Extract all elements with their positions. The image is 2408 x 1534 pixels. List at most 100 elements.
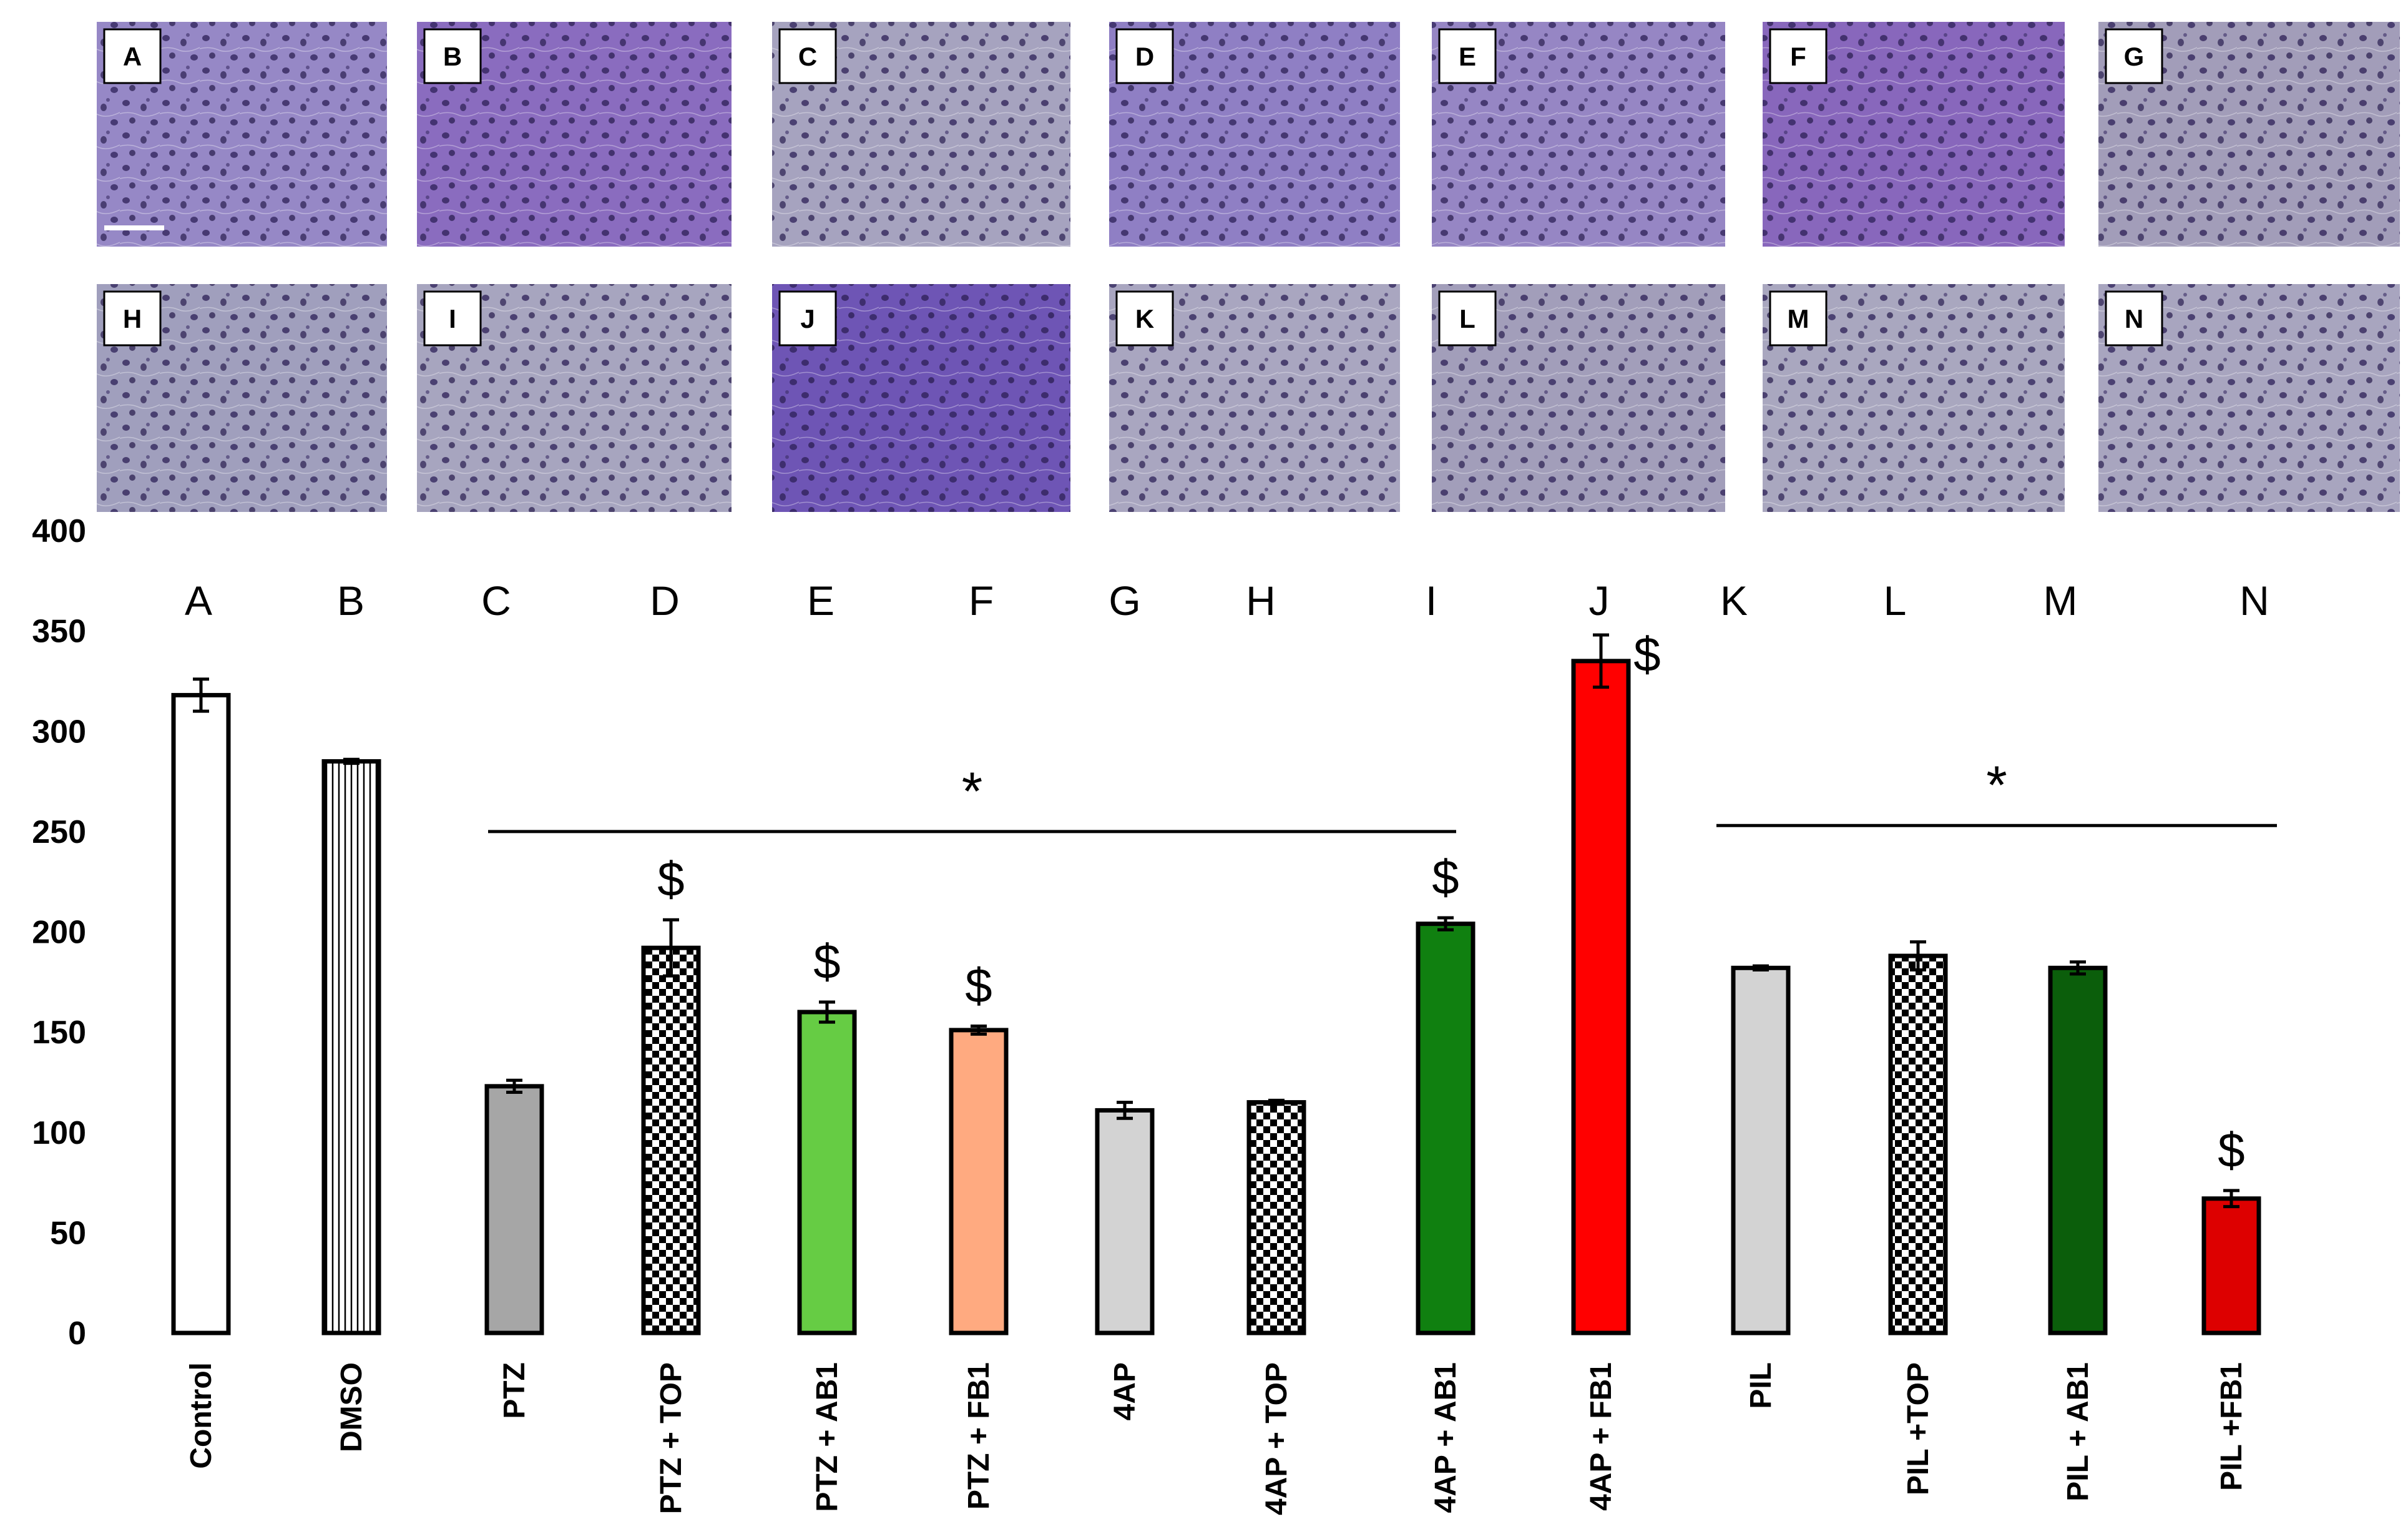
bar-panel-letter: D xyxy=(650,578,680,624)
bar-panel-letter: K xyxy=(1720,578,1748,624)
dollar-mark: $ xyxy=(813,934,840,989)
y-tick-label: 350 xyxy=(32,614,86,650)
category-labels: Control DMSO PTZ PTZ + TOP PTZ + AB1 PTZ + FB… xyxy=(185,1362,2248,1515)
panel-label-text: I xyxy=(449,304,456,333)
bar-panel-letter: J xyxy=(1589,578,1610,624)
significance-star: * xyxy=(1986,755,2007,815)
panel-label-text: L xyxy=(1459,304,1476,333)
dollar-mark: $ xyxy=(1633,627,1660,682)
panel-label-box xyxy=(2105,290,2163,347)
panel-label-box xyxy=(103,28,162,84)
micrograph-panel-n: N xyxy=(2098,284,2400,512)
bar xyxy=(1095,1108,1155,1335)
micrograph-panel-h: H xyxy=(97,284,387,512)
y-tick-label: 0 xyxy=(68,1315,86,1352)
bar-panel-letter: H xyxy=(1246,578,1276,624)
y-tick-label: 250 xyxy=(32,814,86,850)
micrograph-panel-b: B xyxy=(417,22,732,247)
panel-label-box xyxy=(423,290,482,347)
bar xyxy=(949,1028,1009,1335)
bar-panel-letter: N xyxy=(2239,578,2269,624)
panel-label-text: E xyxy=(1459,42,1476,71)
bar-panel-letter: E xyxy=(807,578,834,624)
category-label: PTZ + AB1 xyxy=(811,1362,844,1512)
bar xyxy=(1571,659,1631,1335)
panel-label-text: G xyxy=(2124,42,2145,71)
category-label: 4AP xyxy=(1109,1362,1142,1420)
dollar-mark: $ xyxy=(2218,1123,2244,1178)
category-label: PTZ + FB1 xyxy=(962,1362,996,1510)
category-label: 4AP + TOP xyxy=(1260,1362,1293,1515)
panel-label-text: K xyxy=(1135,304,1154,333)
bar xyxy=(1888,953,1948,1335)
micrograph-panel-i: I xyxy=(417,284,732,512)
panel-label-text: N xyxy=(2125,304,2143,333)
bar xyxy=(2048,965,2108,1335)
bar xyxy=(2201,1196,2261,1335)
bar xyxy=(1246,1100,1306,1335)
micrograph-panel-f: F xyxy=(1763,22,2065,247)
panel-label-box xyxy=(1115,290,1174,347)
bar-panel-letter: I xyxy=(1426,578,1437,624)
bar-panel-letter: F xyxy=(969,578,994,624)
bar xyxy=(1731,965,1791,1335)
panel-label-text: J xyxy=(800,304,815,333)
panel-label-box xyxy=(778,28,837,84)
category-label: 4AP + FB1 xyxy=(1585,1362,1618,1511)
y-tick-label: 300 xyxy=(32,714,86,750)
y-tick-label: 150 xyxy=(32,1015,86,1051)
bar xyxy=(484,1084,544,1335)
dollar-mark: $ xyxy=(1432,850,1459,905)
micrograph-panel-d: D xyxy=(1109,22,1400,247)
panel-label-box xyxy=(1438,290,1497,347)
micrograph-panel-j: J xyxy=(772,284,1070,512)
micrograph-panels: A B C D E F G H I J K L M N xyxy=(97,22,2400,512)
bar-panel-letter: L xyxy=(1884,578,1907,624)
panel-label-box xyxy=(1769,28,1828,84)
panel-label-text: D xyxy=(1135,42,1154,71)
panel-label-box xyxy=(1769,290,1828,347)
micrograph-panel-l: L xyxy=(1432,284,1725,512)
category-label: DMSO xyxy=(335,1362,368,1452)
bar-panel-letter: M xyxy=(2043,578,2078,624)
panel-label-box xyxy=(1438,28,1497,84)
y-tick-label: 200 xyxy=(32,915,86,951)
panel-label-box xyxy=(2105,28,2163,84)
panel-label-text: B xyxy=(443,42,462,71)
y-axis-ticks: 0 50 100 150 200 250 300 350 400 xyxy=(32,513,86,1352)
micrograph-panel-a: A xyxy=(97,22,387,247)
panel-label-text: F xyxy=(1790,42,1806,71)
category-label: PTZ xyxy=(498,1362,531,1419)
dollar-mark: $ xyxy=(965,958,992,1013)
micrograph-panel-e: E xyxy=(1432,22,1725,247)
micrograph-panel-k: K xyxy=(1109,284,1400,512)
micrograph-panel-c: C xyxy=(772,22,1070,247)
panel-label-text: A xyxy=(123,42,142,71)
significance-brackets: * * xyxy=(488,755,2277,833)
micrograph-panel-m: M xyxy=(1763,284,2065,512)
bar-panel-letter: B xyxy=(337,578,365,624)
bar xyxy=(1416,922,1476,1335)
significance-star: * xyxy=(962,762,982,822)
bars xyxy=(171,633,2261,1335)
y-tick-label: 400 xyxy=(32,513,86,549)
panel-label-box xyxy=(778,290,837,347)
category-label: 4AP + AB1 xyxy=(1429,1362,1462,1513)
bar xyxy=(797,1010,857,1335)
category-label: PIL xyxy=(1745,1362,1778,1409)
micrograph-panel-g: G xyxy=(2098,22,2400,247)
panel-label-text: M xyxy=(1788,304,1809,333)
y-tick-label: 50 xyxy=(50,1215,86,1251)
y-tick-label: 100 xyxy=(32,1115,86,1151)
bar xyxy=(321,759,381,1335)
dollar-mark: $ xyxy=(657,852,684,907)
category-label: PIL +FB1 xyxy=(2215,1362,2248,1491)
panel-label-box xyxy=(423,28,482,84)
dollar-marks: $ $ $ $ $ $ xyxy=(657,627,2244,1178)
category-label: PIL +TOP xyxy=(1902,1362,1935,1495)
category-label: PTZ + TOP xyxy=(655,1362,688,1514)
panel-label-text: H xyxy=(123,304,142,333)
bar xyxy=(171,692,231,1335)
bar-panel-letter: A xyxy=(185,578,212,624)
